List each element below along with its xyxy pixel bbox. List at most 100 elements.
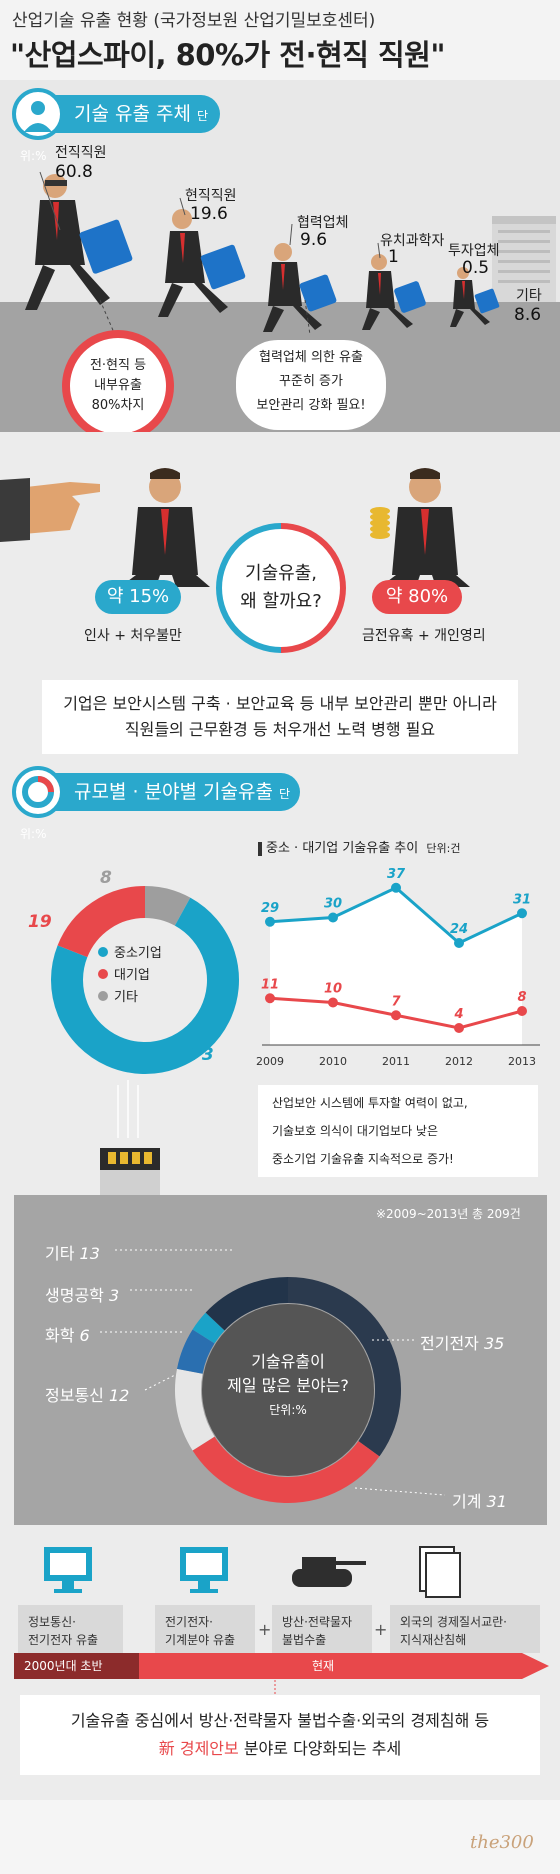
series-point-0-4 bbox=[517, 908, 527, 919]
field-label-other-name: 기타 bbox=[45, 1244, 75, 1263]
question-line1: 기술유출, bbox=[245, 563, 317, 584]
question-line2: 왜 할까요? bbox=[240, 591, 322, 612]
timeline-box2-line1: 전기전자· bbox=[165, 1615, 213, 1629]
field-label-bio: 생명공학 3 bbox=[45, 1282, 119, 1306]
timeline-box3-line2: 불법수출 bbox=[282, 1633, 327, 1647]
final-line2: 新 경제안보 분야로 다양화되는 추세 bbox=[20, 1735, 540, 1763]
field-label-other-value: 13 bbox=[79, 1244, 100, 1263]
partner-callout-line1: 협력업체 의한 유출 bbox=[259, 350, 363, 365]
timeline-box1-line2: 전기전자 유출 bbox=[28, 1633, 99, 1647]
donut-legend: 중소기업 대기업 기타 bbox=[98, 943, 162, 1009]
final-new-keyword: 新 경제안보 bbox=[158, 1739, 239, 1758]
actor-value-current: 19.6 bbox=[190, 204, 228, 224]
data-label-0-1: 30 bbox=[324, 897, 342, 912]
section3-pill: 규모별 · 분야별 기술유출 단위:% bbox=[20, 773, 300, 841]
field-label-mech-name: 기계 bbox=[452, 1492, 482, 1511]
sme-note-box: 산업보안 시스템에 투자할 여력이 없고, 기술보호 의식이 대기업보다 낮은 … bbox=[258, 1085, 538, 1177]
field-donut-chart bbox=[175, 1277, 401, 1503]
data-label-0-3: 24 bbox=[450, 922, 468, 937]
legend-sme: 중소기업 bbox=[98, 943, 162, 965]
trend-line-chart: 29 30 37 24 31 11 10 7 4 8 2009 2010 2011 2012 2013 bbox=[256, 867, 540, 1068]
actor-value-scientist: 1 bbox=[388, 247, 399, 267]
field-slice-0 bbox=[287, 1277, 401, 1457]
brand-logo: the300 bbox=[470, 1832, 534, 1853]
internal-leak-line3: 80%차지 bbox=[91, 398, 145, 413]
partner-callout-line2: 꾸준히 증가 bbox=[279, 374, 343, 389]
donut-slice-other bbox=[144, 886, 191, 926]
field-label-bio-name: 생명공학 bbox=[45, 1286, 104, 1305]
line-chart-title: 중소 · 대기업 기술유출 추이 bbox=[266, 841, 419, 856]
actor-label-investor: 투자업체 bbox=[448, 243, 500, 259]
runner-figure-partner bbox=[263, 243, 337, 332]
legend-other: 기타 bbox=[98, 987, 162, 1009]
runner-figure-former bbox=[25, 174, 133, 310]
actor-value-former: 60.8 bbox=[55, 162, 93, 182]
data-label-1-3: 4 bbox=[453, 1007, 463, 1022]
left-reason: 인사 + 처우불만 bbox=[84, 628, 182, 644]
employee-right-figure bbox=[370, 468, 470, 587]
series-point-0-3 bbox=[454, 938, 464, 948]
usb-connector-icon bbox=[100, 1080, 160, 1196]
legend-other-dot bbox=[98, 991, 108, 1001]
partner-callout: 협력업체 의한 유출 꾸준히 증가 보안관리 강화 필요! bbox=[236, 340, 386, 430]
field-label-elec: 전기전자 35 bbox=[420, 1330, 504, 1354]
x-tick-label: 2010 bbox=[319, 1055, 347, 1068]
timeline-box-4: 외국의 경제질서교란· 지식재산침해 bbox=[390, 1605, 540, 1653]
right-percent-pill: 약 80% bbox=[372, 580, 462, 614]
data-label-0-0: 29 bbox=[261, 901, 279, 916]
series-point-0-0 bbox=[265, 916, 275, 927]
field-label-chem-value: 6 bbox=[79, 1326, 90, 1345]
data-label-1-4: 8 bbox=[517, 990, 526, 1005]
internal-leak-line1: 전·현직 등 bbox=[89, 358, 147, 373]
actor-label-partner: 협력업체 bbox=[297, 215, 349, 231]
person-icon bbox=[12, 88, 64, 140]
pie-icon-svg bbox=[22, 776, 54, 808]
runner-figure-scientist bbox=[362, 254, 426, 330]
pie-icon bbox=[12, 766, 64, 818]
left-percent-pill: 약 15% bbox=[95, 580, 181, 614]
field-label-other: 기타 13 bbox=[45, 1240, 100, 1264]
coins-icon bbox=[370, 507, 390, 539]
x-tick-label: 2009 bbox=[256, 1055, 284, 1068]
field-label-elec-name: 전기전자 bbox=[420, 1334, 479, 1353]
legend-large-label: 대기업 bbox=[114, 968, 150, 983]
monitor-icon-1 bbox=[44, 1547, 92, 1593]
actor-label-scientist: 유치과학자 bbox=[380, 233, 445, 249]
legend-large-dot bbox=[98, 969, 108, 979]
x-tick-label: 2013 bbox=[508, 1055, 536, 1068]
section3-title: 규모별 · 분야별 기술유출 bbox=[74, 781, 273, 803]
series-point-1-3 bbox=[454, 1023, 464, 1033]
question-text: 기술유출, 왜 할까요? bbox=[213, 560, 349, 616]
section1-unit: 단위:% bbox=[20, 109, 209, 163]
internal-leak-callout: 전·현직 등 내부유출 80%차지 bbox=[62, 330, 174, 442]
field-center-line1: 기술유출이 bbox=[251, 1352, 325, 1371]
headline: "산업스파이, 80%가 전·현직 직원" bbox=[10, 38, 445, 72]
pointing-hand-icon bbox=[0, 478, 100, 542]
field-slice-2 bbox=[175, 1368, 215, 1451]
runner-figure-investor bbox=[450, 267, 500, 327]
field-slice-3 bbox=[177, 1329, 215, 1375]
sme-note-line2: 기술보호 의식이 대기업보다 낮은 bbox=[272, 1124, 439, 1138]
donut-slice-sme bbox=[51, 897, 239, 1074]
field-label-elec-value: 35 bbox=[483, 1334, 505, 1353]
final-rest: 분야로 다양화되는 추세 bbox=[238, 1739, 402, 1758]
actor-value-partner: 9.6 bbox=[300, 230, 328, 250]
field-label-ict-name: 정보통신 bbox=[45, 1386, 104, 1405]
donut-label-sme: 73 bbox=[190, 1045, 214, 1065]
document-icon bbox=[419, 1546, 461, 1598]
timeline-box1-line1: 정보통신· bbox=[28, 1615, 76, 1629]
series-point-0-2 bbox=[391, 882, 401, 893]
donut-slice-large bbox=[57, 886, 146, 958]
sme-note-line3: 중소기업 기술유출 지속적으로 증가! bbox=[272, 1152, 454, 1166]
timeline-box-2: 전기전자· 기계분야 유출 bbox=[155, 1605, 255, 1653]
actor-value-investor: 0.5 bbox=[462, 258, 490, 278]
footer bbox=[0, 1800, 560, 1874]
field-total-note: ※2009~2013년 총 209건 bbox=[376, 1207, 521, 1221]
field-center-line2: 제일 많은 분야는? bbox=[227, 1376, 349, 1395]
timeline-box4-line1: 외국의 경제질서교란· bbox=[400, 1615, 507, 1629]
field-slice-1 bbox=[192, 1436, 380, 1503]
kicker-text: 산업기술 유출 현황 (국가정보원 산업기밀보호센터) bbox=[12, 11, 376, 31]
header bbox=[0, 0, 560, 80]
conclusion-banner: 기업은 보안시스템 구축 · 보안교육 등 내부 보안관리 뿐만 아니라 직원들… bbox=[42, 680, 518, 754]
field-slice-5 bbox=[205, 1277, 289, 1331]
